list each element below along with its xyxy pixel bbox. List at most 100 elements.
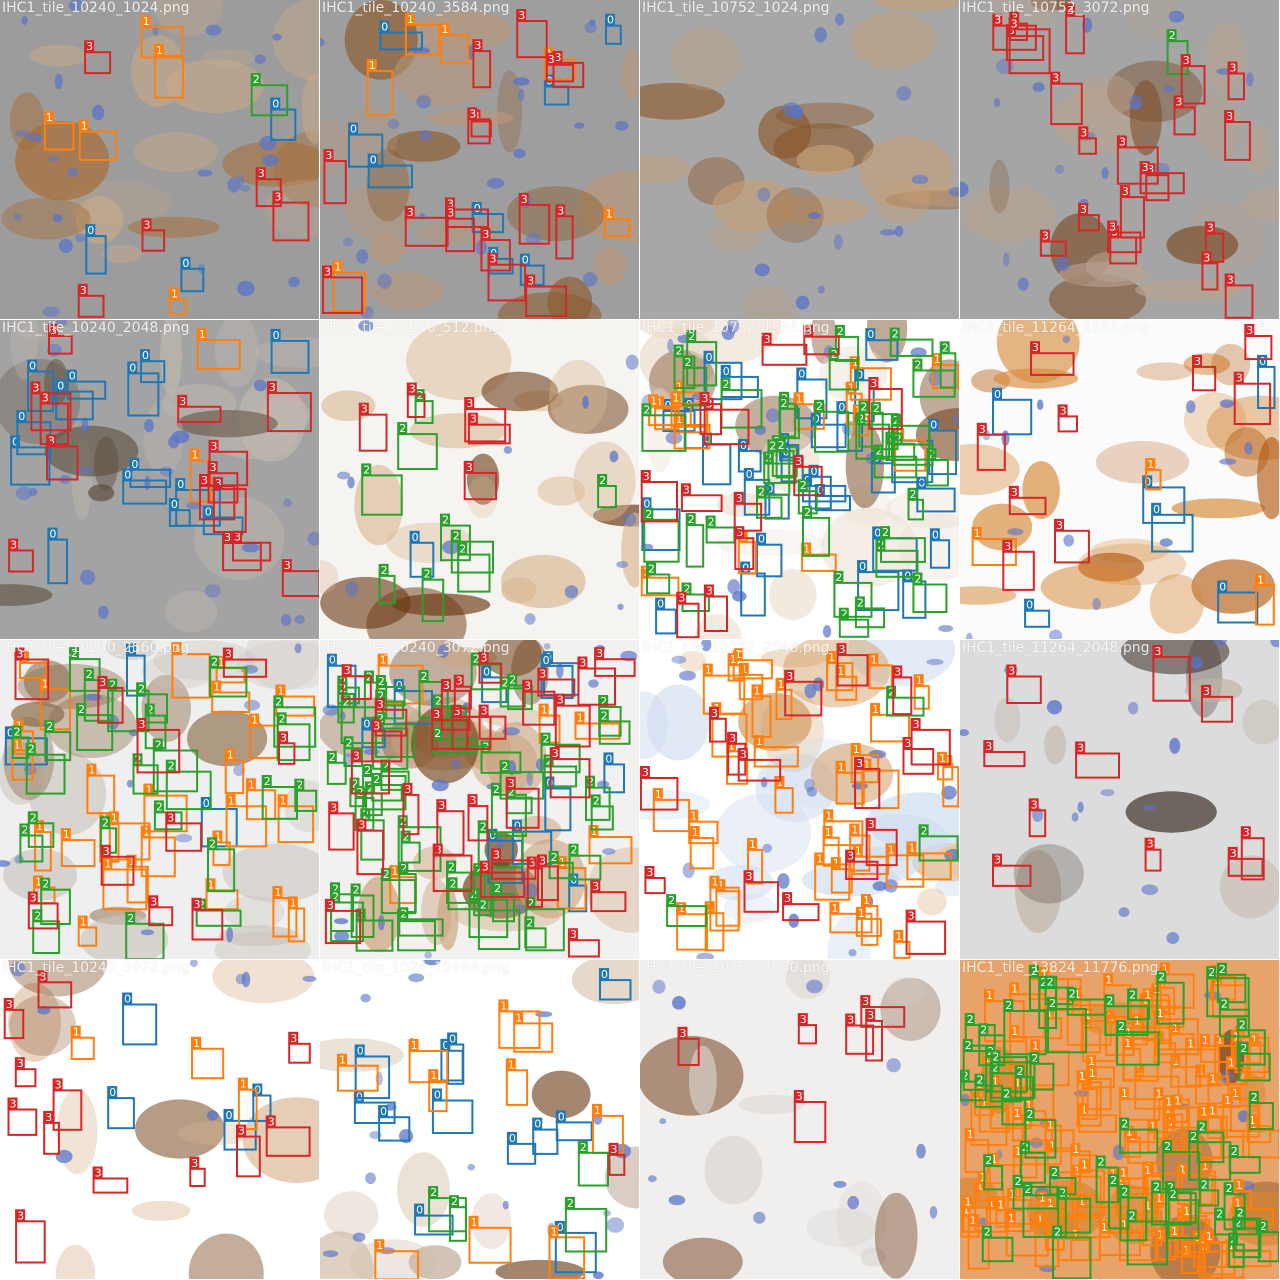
- class-3-detection: 3: [1054, 518, 1090, 564]
- tissue-region: [640, 960, 941, 1279]
- class-3-detection: 3: [1227, 61, 1245, 101]
- svg-text:2: 2: [459, 543, 466, 556]
- svg-text:3: 3: [30, 892, 37, 905]
- svg-text:2: 2: [800, 479, 807, 492]
- class-2-detection: 2: [666, 894, 708, 928]
- class-0-detection: 0: [127, 361, 160, 417]
- svg-text:3: 3: [481, 705, 488, 718]
- class-2-detection: 2: [1052, 1225, 1092, 1279]
- tissue-region: [960, 0, 1279, 319]
- svg-text:2: 2: [942, 341, 949, 354]
- class-2-detection: 2: [477, 898, 521, 950]
- class-2-detection: 2: [643, 507, 680, 563]
- svg-text:0: 0: [522, 254, 529, 267]
- class-2-detection: 2: [499, 676, 526, 708]
- svg-text:1: 1: [1134, 1014, 1141, 1027]
- svg-text:1: 1: [277, 685, 284, 698]
- tissue-region: [640, 320, 959, 639]
- svg-text:2: 2: [892, 328, 899, 341]
- svg-text:2: 2: [841, 608, 848, 621]
- svg-text:3: 3: [456, 675, 463, 688]
- svg-text:1: 1: [500, 999, 507, 1012]
- svg-text:3: 3: [443, 679, 450, 692]
- class-0-detection: 0: [605, 13, 622, 45]
- svg-text:1: 1: [1165, 1095, 1172, 1108]
- class-1-detection: 1: [673, 413, 711, 450]
- svg-text:2: 2: [494, 882, 501, 895]
- mosaic-tile: 000000001111113333333333333333IHC1_tile_…: [320, 0, 640, 320]
- svg-text:2: 2: [1015, 1175, 1022, 1188]
- class-2-detection: 2: [361, 463, 403, 516]
- class-3-detection: 3: [189, 1156, 206, 1188]
- class-1-detection: 1: [225, 794, 268, 848]
- class-2-detection: 2: [343, 736, 363, 768]
- svg-text:3: 3: [280, 731, 287, 744]
- svg-text:3: 3: [17, 1209, 24, 1222]
- svg-text:2: 2: [601, 709, 608, 722]
- class-3-detection: 3: [545, 52, 575, 83]
- svg-text:2: 2: [723, 378, 730, 391]
- svg-text:1: 1: [908, 841, 915, 854]
- class-3-detection: 3: [207, 461, 239, 504]
- svg-text:3: 3: [800, 1013, 807, 1026]
- svg-text:3: 3: [527, 275, 534, 288]
- svg-text:3: 3: [238, 1125, 245, 1138]
- svg-text:1: 1: [851, 824, 858, 837]
- tissue-region: [1, 0, 319, 317]
- svg-text:1: 1: [1202, 1160, 1209, 1173]
- svg-text:1: 1: [916, 674, 923, 687]
- class-1-detection: 1: [39, 677, 71, 731]
- svg-text:3: 3: [482, 861, 489, 874]
- class-1-detection: 1: [774, 776, 794, 814]
- svg-text:3: 3: [847, 1014, 854, 1027]
- class-3-detection: 3: [537, 854, 559, 901]
- class-3-detection: 3: [472, 39, 492, 89]
- class-3-detection: 3: [100, 844, 135, 886]
- svg-text:2: 2: [502, 760, 509, 773]
- svg-text:2: 2: [383, 868, 390, 881]
- svg-text:0: 0: [381, 21, 388, 34]
- svg-text:1: 1: [735, 648, 742, 661]
- svg-text:0: 0: [1026, 599, 1033, 612]
- svg-text:2: 2: [587, 776, 594, 789]
- svg-text:3: 3: [1004, 540, 1011, 553]
- class-1-detection: 1: [732, 648, 773, 680]
- svg-text:0: 0: [329, 654, 336, 667]
- svg-text:2: 2: [453, 530, 460, 543]
- svg-text:2: 2: [279, 712, 286, 725]
- class-1-detection: 1: [224, 748, 245, 795]
- svg-text:3: 3: [1176, 95, 1183, 108]
- class-0-detection: 0: [756, 532, 783, 578]
- svg-text:3: 3: [796, 1090, 803, 1103]
- svg-text:0: 0: [273, 329, 280, 342]
- svg-text:2: 2: [156, 800, 163, 813]
- svg-text:1: 1: [895, 930, 902, 943]
- svg-text:3: 3: [290, 1032, 297, 1045]
- class-2-detection: 2: [473, 863, 492, 917]
- svg-text:3: 3: [48, 435, 55, 448]
- svg-text:0: 0: [370, 154, 377, 167]
- class-2-detection: 2: [1022, 1183, 1067, 1238]
- class-2-detection: 2: [778, 396, 800, 440]
- class-3-detection: 3: [1116, 135, 1159, 185]
- svg-text:1: 1: [728, 739, 735, 752]
- class-3-detection: 3: [976, 422, 1006, 471]
- svg-text:3: 3: [194, 898, 201, 911]
- svg-text:1: 1: [1009, 1188, 1016, 1201]
- svg-text:3: 3: [493, 848, 500, 861]
- class-1-detection: 1: [829, 901, 873, 934]
- svg-text:2: 2: [985, 1154, 992, 1167]
- class-2-detection: 2: [854, 596, 886, 629]
- svg-text:3: 3: [1236, 372, 1243, 385]
- svg-text:2: 2: [571, 844, 578, 857]
- svg-text:3: 3: [1230, 62, 1237, 75]
- svg-text:2: 2: [967, 1013, 974, 1026]
- svg-text:2: 2: [676, 345, 683, 358]
- class-3-detection: 3: [84, 40, 112, 75]
- svg-text:2: 2: [1040, 976, 1047, 989]
- svg-text:3: 3: [179, 395, 186, 408]
- svg-text:0: 0: [740, 439, 747, 452]
